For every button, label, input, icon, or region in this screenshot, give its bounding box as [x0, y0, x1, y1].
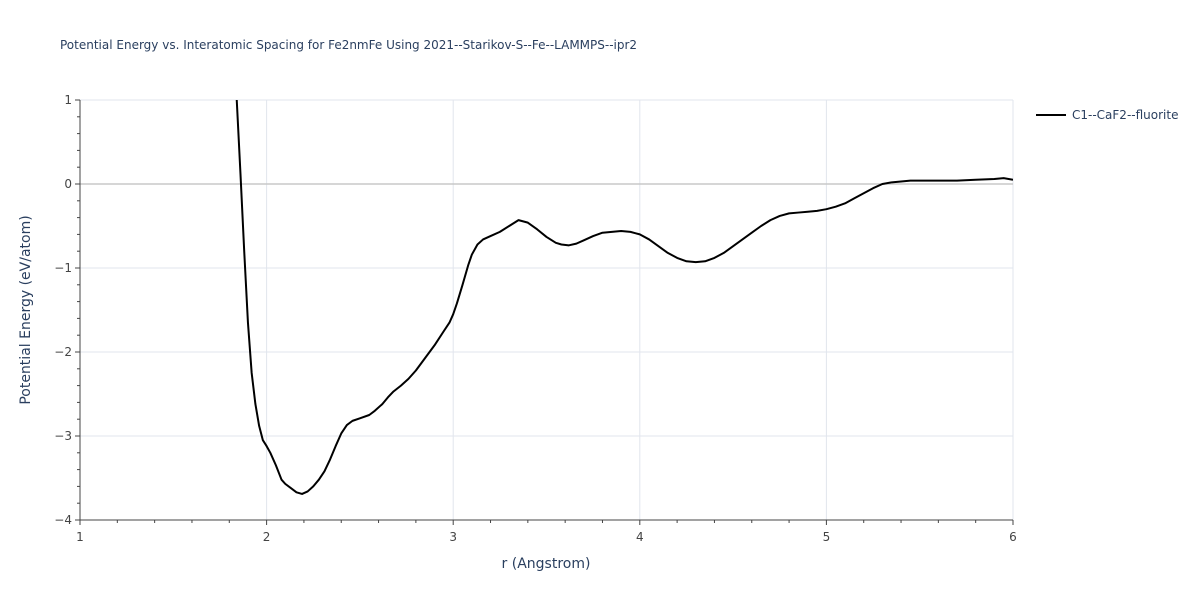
y-tick-label: 0: [64, 177, 72, 191]
x-tick-label: 2: [263, 530, 271, 544]
x-axis-title: r (Angstrom): [502, 556, 591, 572]
y-tick-label: −4: [54, 513, 72, 527]
y-tick-label: −3: [54, 429, 72, 443]
series-line-0: [235, 100, 1013, 495]
y-axis-title: Potential Energy (eV/atom): [18, 215, 34, 404]
legend-label: C1--CaF2--fluorite: [1072, 108, 1179, 122]
x-tick-label: 3: [449, 530, 457, 544]
x-tick-label: 6: [1009, 530, 1017, 544]
x-tick-label: 4: [636, 530, 644, 544]
chart-title: Potential Energy vs. Interatomic Spacing…: [60, 38, 638, 52]
y-tick-label: −1: [54, 261, 72, 275]
axis-layer: 1 2 3 4 5 6 −4 −3 −2 −1 0 1: [54, 93, 1017, 544]
legend-swatch: [1036, 114, 1066, 116]
legend[interactable]: C1--CaF2--fluorite: [1036, 106, 1178, 124]
grid-layer: [80, 99, 1014, 520]
y-tick-label: 1: [64, 93, 72, 107]
y-tick-label: −2: [54, 345, 72, 359]
x-tick-label: 5: [823, 530, 831, 544]
series-layer: [235, 100, 1013, 495]
x-tick-label: 1: [76, 530, 84, 544]
